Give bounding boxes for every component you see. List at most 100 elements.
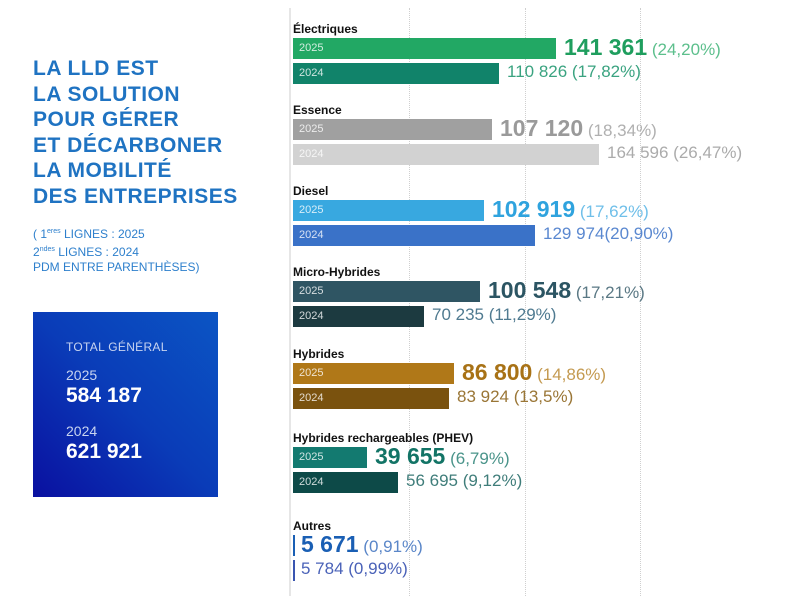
value-percent: (0,99%)	[343, 559, 408, 578]
total-box: TOTAL GÉNÉRAL 2025 584 187 2024 621 921	[33, 312, 218, 497]
value-number: 5 671	[301, 531, 359, 557]
value-label: 102 919 (17,62%)	[492, 196, 649, 223]
headline-line: LA MOBILITÉ	[33, 159, 172, 182]
value-percent: (17,21%)	[571, 283, 645, 302]
note-text: LIGNES : 2024	[54, 245, 139, 259]
bar-2024	[293, 560, 295, 581]
value-number: 39 655	[375, 443, 446, 469]
value-label: 5 784 (0,99%)	[301, 559, 408, 579]
note-text: PDM ENTRE PARENTHÈSES)	[33, 260, 200, 274]
value-number: 164 596	[607, 143, 669, 162]
note-sup: ndes	[39, 246, 55, 253]
value-percent: (18,34%)	[583, 121, 657, 140]
bar-2025: 2025	[293, 281, 480, 302]
value-percent: (26,47%)	[668, 143, 743, 162]
note-text: ( 1	[33, 227, 48, 241]
value-number: 5 784	[301, 559, 344, 578]
legend-note: ( 1eres LIGNES : 2025 2ndes LIGNES : 202…	[33, 224, 199, 275]
total-year-2025: 2025	[66, 367, 98, 383]
bar-2024: 2024	[293, 63, 499, 84]
gridline	[409, 8, 410, 596]
value-label: 5 671 (0,91%)	[301, 531, 423, 558]
bar-2024: 2024	[293, 144, 599, 165]
category-label: Micro-Hybrides	[293, 265, 381, 279]
bar-year-label: 2025	[299, 42, 324, 54]
bar-year-label: 2024	[299, 148, 324, 160]
note-sup: eres	[47, 228, 61, 235]
headline: LA LLD EST LA SOLUTION POUR GÉRER ET DÉC…	[33, 56, 238, 209]
gridline	[525, 8, 526, 596]
value-percent: (6,79%)	[445, 449, 510, 468]
value-number: 102 919	[492, 196, 576, 222]
bar-year-label: 2025	[299, 285, 324, 297]
bar-2025: 2025	[293, 119, 492, 140]
total-label: TOTAL GÉNÉRAL	[66, 340, 168, 354]
category-label: Autres	[293, 519, 332, 533]
category-label: Électriques	[293, 22, 358, 36]
bar-year-label: 2024	[299, 392, 324, 404]
value-number: 86 800	[462, 359, 533, 385]
category-label: Hybrides rechargeables (PHEV)	[293, 431, 474, 445]
headline-line: POUR GÉRER	[33, 108, 180, 131]
bar-2024: 2024	[293, 388, 449, 409]
category-label: Essence	[293, 103, 342, 117]
value-percent: (14,86%)	[532, 365, 607, 384]
value-label: 70 235 (11,29%)	[432, 305, 556, 325]
headline-line: DES ENTREPRISES	[33, 184, 238, 208]
value-label: 110 826 (17,82%)	[507, 62, 641, 82]
bar-2025	[293, 535, 295, 556]
value-number: 110 826	[507, 62, 568, 81]
value-percent: (0,91%)	[358, 537, 423, 556]
value-percent: (17,82%)	[567, 62, 641, 81]
note-text: LIGNES : 2025	[60, 227, 145, 241]
bar-year-label: 2025	[299, 123, 324, 135]
value-percent: (20,90%)	[604, 224, 674, 243]
bar-year-label: 2025	[299, 451, 324, 463]
note-text: 2	[33, 245, 40, 259]
bar-2024: 2024	[293, 306, 424, 327]
bar-2025: 2025	[293, 447, 367, 468]
total-value-2024: 621 921	[66, 440, 142, 463]
value-label: 83 924 (13,5%)	[457, 387, 573, 407]
value-label: 129 974(20,90%)	[543, 224, 673, 244]
value-label: 107 120 (18,34%)	[500, 115, 657, 142]
value-percent: (11,29%)	[484, 305, 557, 324]
bar-2024: 2024	[293, 225, 535, 246]
value-label: 56 695 (9,12%)	[406, 471, 522, 491]
bar-year-label: 2024	[299, 229, 324, 241]
bar-year-label: 2025	[299, 367, 324, 379]
value-number: 107 120	[500, 115, 584, 141]
value-number: 83 924	[457, 387, 509, 406]
value-number: 56 695	[406, 471, 458, 490]
bar-2025: 2025	[293, 38, 556, 59]
headline-line: ET DÉCARBONER	[33, 133, 223, 157]
value-percent: (9,12%)	[458, 471, 523, 490]
value-label: 100 548 (17,21%)	[488, 277, 645, 304]
total-value-2025: 584 187	[66, 384, 142, 407]
bar-2025: 2025	[293, 200, 484, 221]
bar-2025: 2025	[293, 363, 454, 384]
value-percent: (13,5%)	[509, 387, 574, 406]
value-percent: (17,62%)	[575, 202, 649, 221]
value-label: 86 800 (14,86%)	[462, 359, 606, 386]
chart-axis	[289, 8, 291, 596]
headline-line: LA SOLUTION	[33, 82, 181, 106]
category-label: Diesel	[293, 184, 329, 198]
value-label: 39 655 (6,79%)	[375, 443, 510, 470]
value-label: 141 361 (24,20%)	[564, 34, 721, 61]
category-label: Hybrides	[293, 347, 345, 361]
value-number: 70 235	[432, 305, 484, 324]
value-label: 164 596 (26,47%)	[607, 143, 742, 163]
total-year-2024: 2024	[66, 423, 98, 439]
bar-year-label: 2024	[299, 67, 324, 79]
value-number: 100 548	[488, 277, 572, 303]
headline-line: LA LLD EST	[33, 57, 159, 80]
bar-2024: 2024	[293, 472, 398, 493]
value-number: 129 974	[543, 224, 605, 243]
value-number: 141 361	[564, 34, 648, 60]
bar-year-label: 2024	[299, 310, 324, 322]
value-percent: (24,20%)	[647, 40, 721, 59]
bar-year-label: 2024	[299, 476, 324, 488]
gridline	[640, 8, 641, 596]
